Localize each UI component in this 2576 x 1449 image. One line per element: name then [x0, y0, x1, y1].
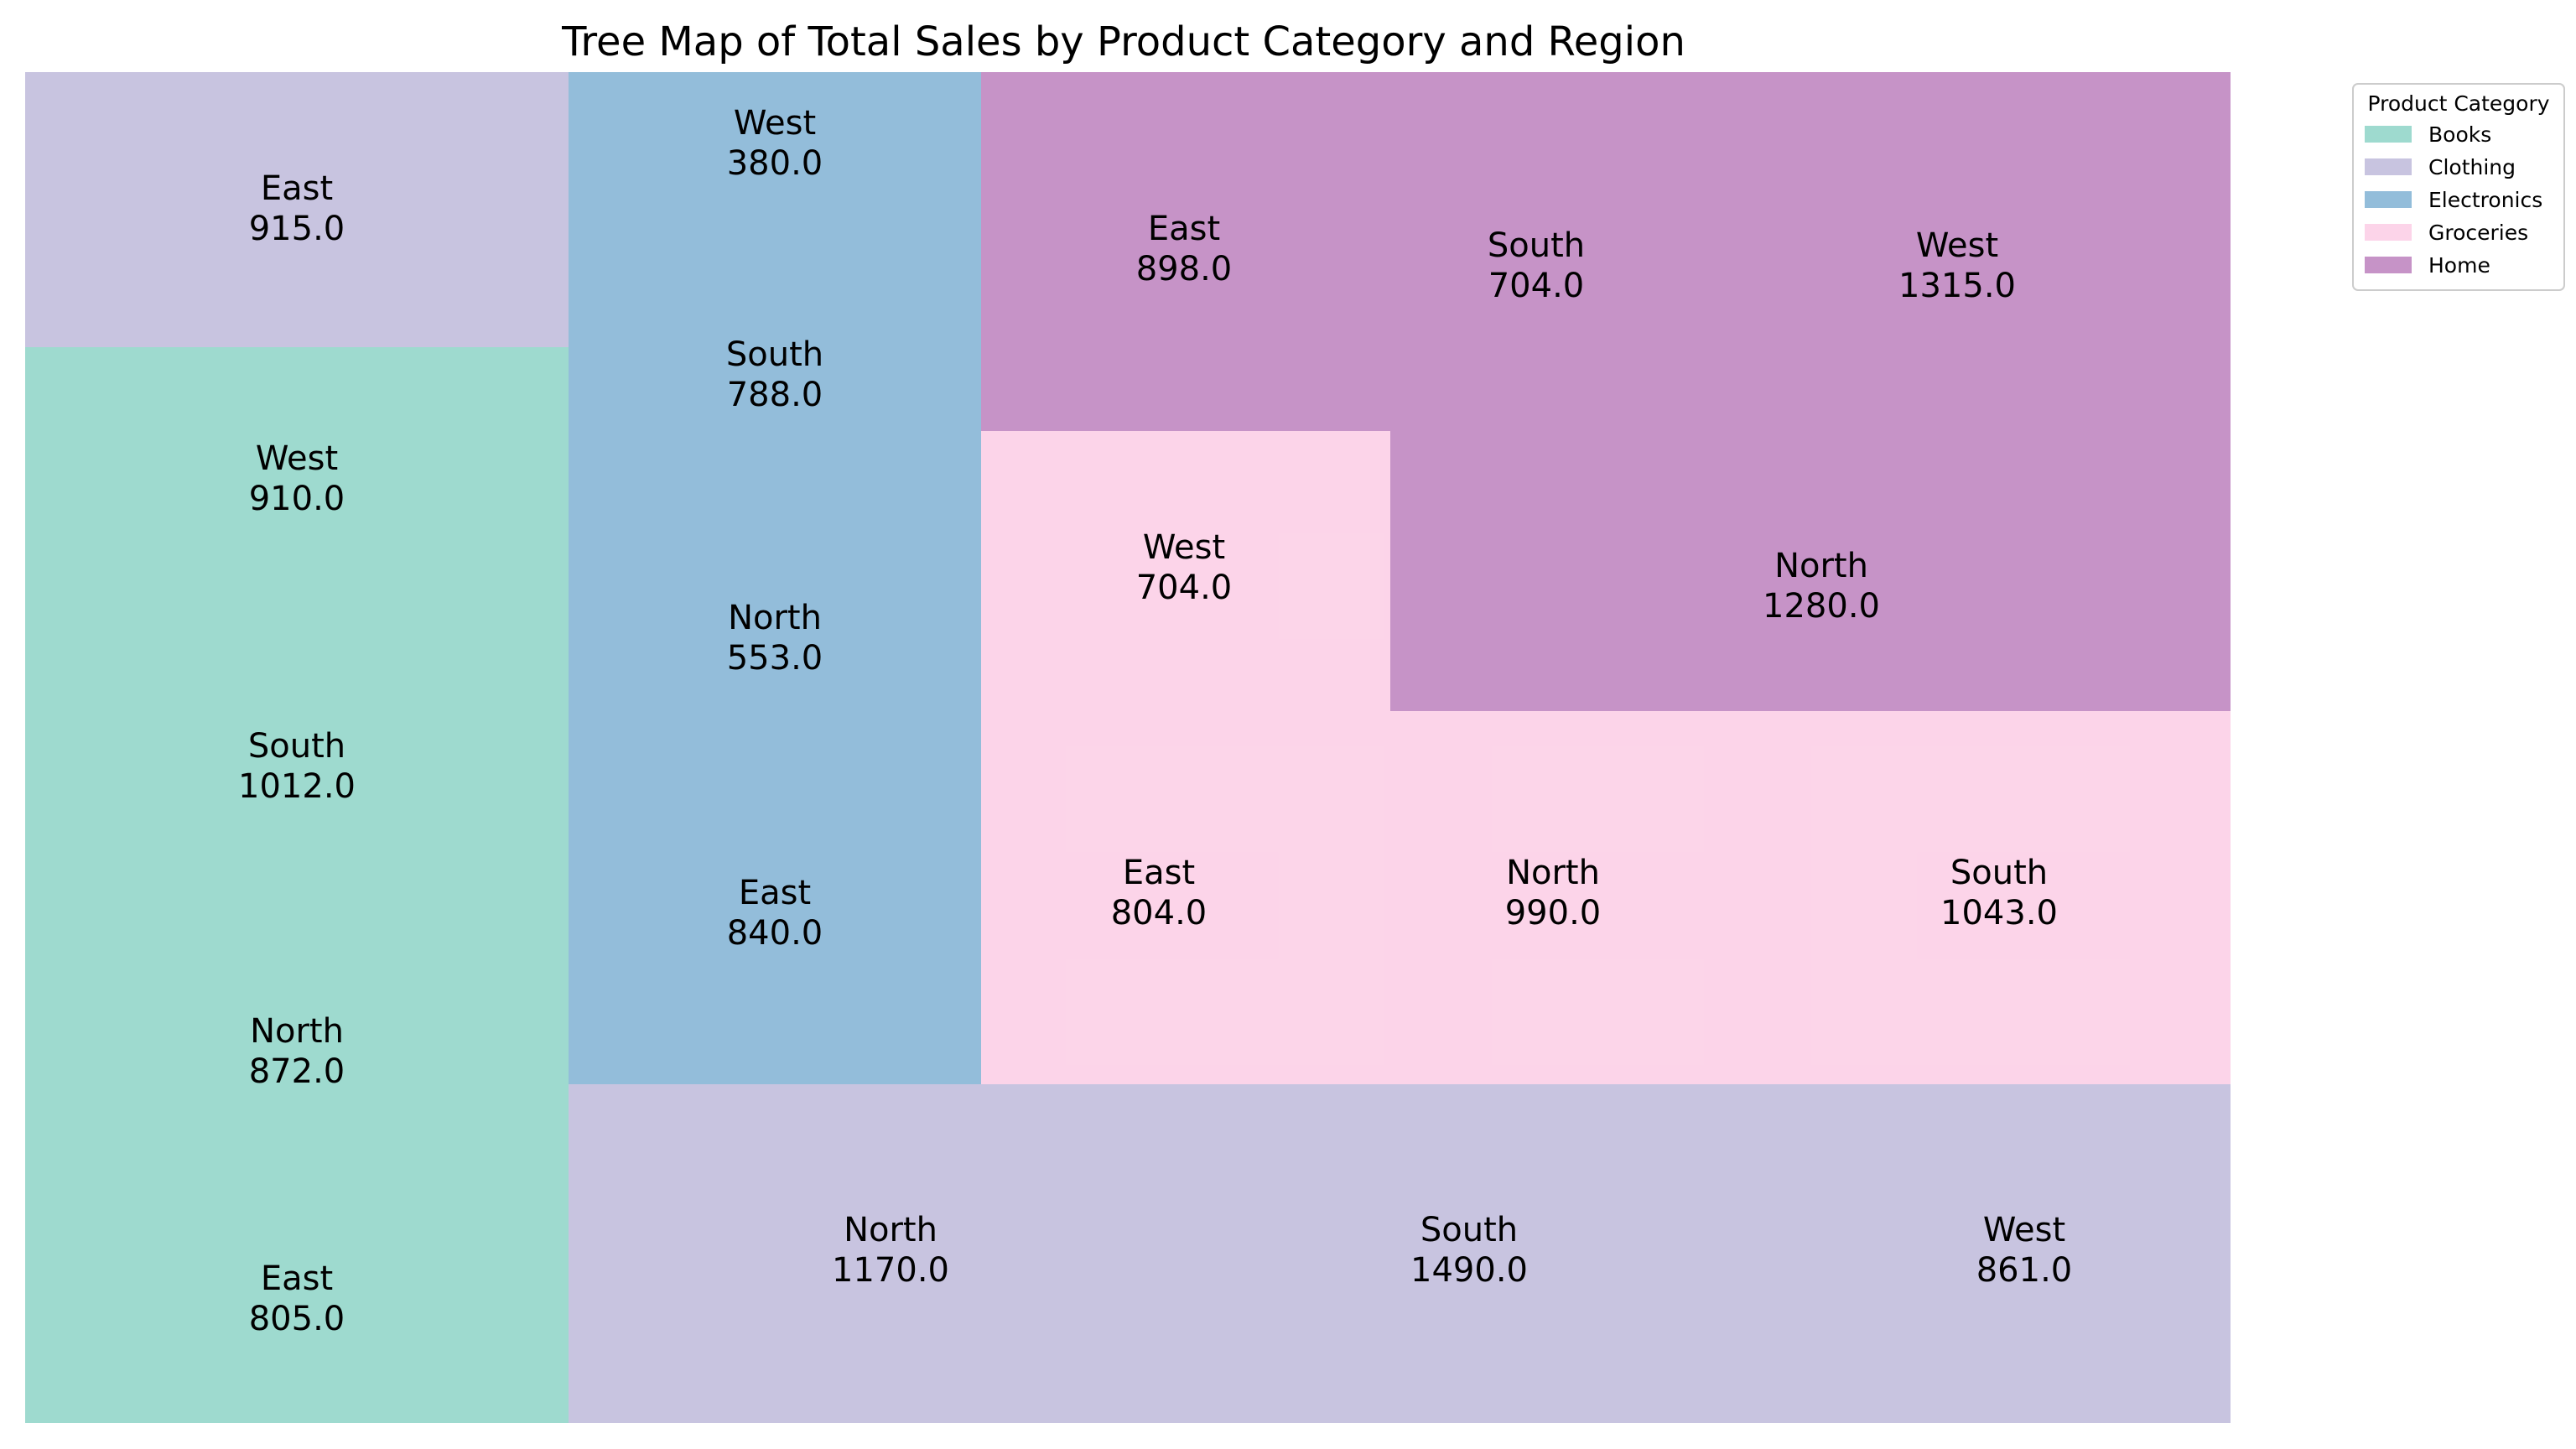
tile-value-label: 1315.0 [1898, 267, 2016, 305]
tile-value-label: 804.0 [1111, 894, 1208, 932]
tile-region-label: West [256, 439, 338, 478]
tile-region-label: North [844, 1211, 937, 1249]
tile-clothing-north [569, 1084, 1214, 1423]
legend-label-books: Books [2428, 122, 2491, 147]
tile-value-label: 1280.0 [1763, 587, 1880, 626]
tile-home-east [981, 72, 1390, 431]
tile-region-label: East [261, 1259, 333, 1298]
tile-electronics-north [569, 471, 981, 766]
tile-value-label: 915.0 [249, 210, 345, 248]
tile-clothing-west [1742, 1084, 2231, 1423]
tile-value-label: 1170.0 [832, 1251, 949, 1290]
legend-entries: Books Clothing Electronics Groceries Home [2365, 122, 2542, 278]
tile-value-label: 805.0 [249, 1300, 345, 1338]
tile-electronics-south [569, 234, 981, 471]
tile-electronics-east [569, 766, 981, 1084]
tile-region-label: South [726, 335, 823, 374]
tile-books-south [25, 615, 569, 845]
tile-region-label: South [1950, 854, 2048, 892]
tile-region-label: West [1916, 226, 1998, 265]
tile-region-label: East [739, 874, 811, 912]
tile-books-north [25, 845, 569, 1094]
tile-value-label: 553.0 [727, 639, 823, 678]
legend: Product Category Books Clothing Electronic… [2352, 83, 2565, 291]
tile-groceries-south [1783, 711, 2231, 1084]
tile-region-label: East [1123, 854, 1195, 892]
tile-home-west [1679, 72, 2231, 428]
legend-label-clothing: Clothing [2428, 155, 2516, 179]
legend-label-groceries: Groceries [2428, 221, 2528, 245]
tile-value-label: 872.0 [249, 1052, 345, 1091]
tile-region-label: North [728, 599, 822, 637]
tile-region-label: South [1420, 1211, 1518, 1249]
tile-groceries-east [981, 711, 1390, 1084]
tile-region-label: South [1488, 226, 1585, 265]
tile-region-label: East [1148, 210, 1220, 248]
tile-clothing-east [25, 72, 569, 347]
tile-region-label: North [1774, 547, 1868, 585]
legend-swatch-home [2365, 257, 2412, 273]
tile-electronics-west [569, 72, 981, 234]
tile-region-label: West [1143, 528, 1225, 567]
treemap-tiles: East805.0North872.0South1012.0West910.0E… [25, 72, 2231, 1423]
tile-home-north [1390, 428, 2231, 711]
tile-value-label: 788.0 [727, 376, 823, 414]
tile-groceries-west [981, 431, 1390, 711]
legend-title: Product Category [2367, 91, 2549, 116]
tile-value-label: 910.0 [249, 480, 345, 518]
tile-region-label: East [261, 169, 333, 208]
legend-label-home: Home [2428, 253, 2490, 278]
legend-swatch-clothing [2365, 158, 2412, 175]
tile-value-label: 1012.0 [238, 767, 356, 806]
chart-title: Tree Map of Total Sales by Product Categ… [561, 18, 1685, 65]
tile-value-label: 704.0 [1136, 569, 1233, 607]
tile-clothing-south [1214, 1084, 1742, 1423]
legend-label-electronics: Electronics [2428, 188, 2542, 212]
legend-swatch-groceries [2365, 224, 2412, 241]
tile-value-label: 380.0 [727, 144, 823, 183]
legend-swatch-electronics [2365, 191, 2412, 208]
legend-swatch-books [2365, 126, 2412, 143]
tile-value-label: 1490.0 [1410, 1251, 1528, 1290]
tile-region-label: West [734, 104, 816, 143]
tile-value-label: 861.0 [1976, 1251, 2073, 1290]
tile-value-label: 990.0 [1505, 894, 1602, 932]
tile-region-label: West [1983, 1211, 2065, 1249]
tile-value-label: 704.0 [1488, 267, 1585, 305]
tile-value-label: 1043.0 [1940, 894, 2058, 932]
tile-region-label: North [1506, 854, 1600, 892]
tile-books-east [25, 1094, 569, 1423]
tile-home-south [1390, 72, 1679, 428]
tile-value-label: 840.0 [727, 914, 823, 953]
tile-groceries-north [1390, 711, 1783, 1084]
tile-region-label: South [248, 727, 345, 766]
tile-region-label: North [250, 1012, 344, 1051]
tile-value-label: 898.0 [1136, 250, 1233, 288]
tile-books-west [25, 347, 569, 615]
